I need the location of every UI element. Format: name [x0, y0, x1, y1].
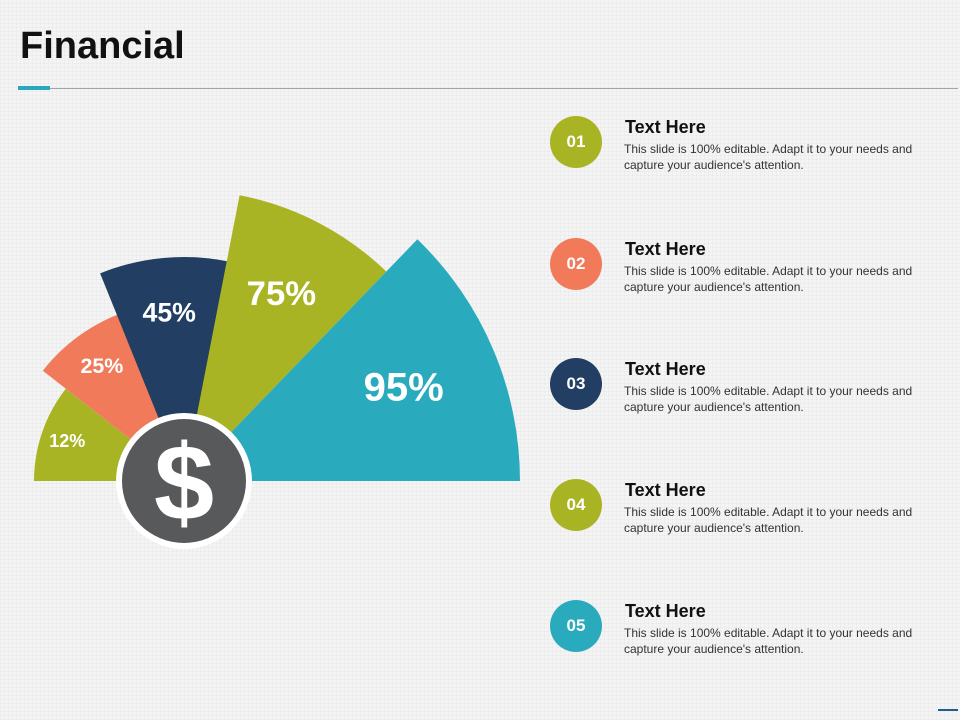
list-item-03: 03 Text Here This slide is 100% editable…	[550, 358, 930, 414]
item-description: This slide is 100% editable. Adapt it to…	[624, 626, 913, 656]
item-description: This slide is 100% editable. Adapt it to…	[624, 264, 913, 294]
title-divider	[18, 88, 958, 89]
fan-label-25: 25%	[80, 354, 123, 378]
item-description: This slide is 100% editable. Adapt it to…	[624, 505, 913, 535]
fan-labels: 12% 25% 45% 75% 95%	[49, 275, 443, 451]
item-description: This slide is 100% editable. Adapt it to…	[624, 384, 913, 414]
item-title: Text Here	[625, 239, 706, 259]
list-item-04: 04 Text Here This slide is 100% editable…	[550, 479, 930, 535]
item-title: Text Here	[625, 480, 706, 500]
number-badge: 02	[550, 238, 602, 290]
fan-segment-45	[100, 257, 231, 481]
fan-label-45: 45%	[142, 297, 196, 327]
item-title: Text Here	[625, 601, 706, 621]
slide-title: Financial	[20, 25, 185, 67]
item-title: Text Here	[625, 359, 706, 379]
fan-label-75: 75%	[247, 275, 316, 313]
list-item-02: 02 Text Here This slide is 100% editable…	[550, 238, 930, 294]
financial-fan-chart: 12% 25% 45% 75% 95% $	[34, 195, 520, 549]
fan-segments	[34, 195, 520, 481]
title-accent-bar	[18, 86, 50, 90]
item-title: Text Here	[625, 117, 706, 137]
dollar-symbol: $	[154, 422, 214, 543]
number-badge: 03	[550, 358, 602, 410]
list-item-05: 05 Text Here This slide is 100% editable…	[550, 600, 930, 656]
dollar-icon	[122, 419, 246, 543]
list-item-01: 01 Text Here This slide is 100% editable…	[550, 116, 930, 172]
number-badge: 04	[550, 479, 602, 531]
fan-label-95: 95%	[364, 366, 444, 410]
number-badge: 05	[550, 600, 602, 652]
corner-accent	[938, 709, 958, 711]
item-description: This slide is 100% editable. Adapt it to…	[624, 142, 913, 172]
dollar-badge: $	[116, 413, 252, 549]
fan-segment-75	[184, 195, 387, 481]
fan-label-12: 12%	[49, 431, 85, 451]
number-badge: 01	[550, 116, 602, 168]
fan-segment-95	[184, 239, 520, 481]
